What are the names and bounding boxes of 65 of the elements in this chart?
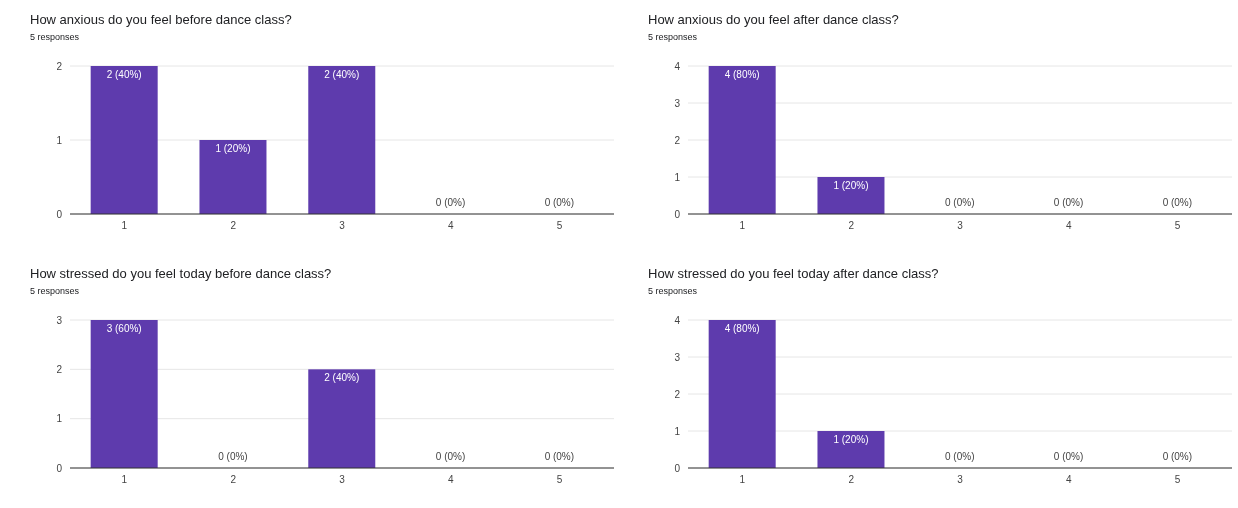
x-tick-label: 1 [121,474,128,486]
y-tick-label: 4 [674,60,681,72]
x-tick-label: 2 [230,474,237,486]
data-label: 0 (0%) [544,197,575,208]
data-label: 4 (80%) [724,323,760,334]
x-tick-label: 1 [121,220,128,232]
x-tick-label: 5 [556,220,563,232]
y-tick-label: 2 [56,60,63,72]
y-tick-label: 0 [674,462,681,474]
data-label: 0 (0%) [1053,451,1084,462]
y-tick-label: 4 [674,314,681,326]
y-tick-label: 1 [674,425,681,437]
data-label: 2 (40%) [324,69,360,80]
y-tick-label: 3 [56,314,63,326]
x-tick-label: 3 [339,220,346,232]
data-label: 1 (20%) [833,434,869,445]
chart-subtitle: 5 responses [30,286,80,296]
data-label: 0 (0%) [1162,197,1193,208]
x-tick-label: 2 [848,474,855,486]
data-label: 2 (40%) [324,372,360,384]
y-tick-label: 1 [674,171,681,183]
y-tick-label: 0 [56,208,63,220]
data-label: 0 (0%) [435,451,466,462]
data-label: 0 (0%) [945,197,975,208]
x-tick-label: 5 [1174,220,1181,232]
x-tick-label: 5 [556,474,563,486]
y-tick-label: 0 [56,462,63,474]
x-tick-label: 2 [848,220,855,232]
chart-subtitle: 5 responses [648,32,698,42]
data-label: 1 (20%) [833,180,869,191]
y-tick-label: 0 [674,208,681,220]
data-label: 1 (20%) [215,143,251,154]
y-tick-label: 2 [56,363,63,375]
x-tick-label: 2 [230,220,237,232]
data-label: 0 (0%) [544,451,575,462]
y-tick-label: 2 [674,134,681,146]
y-tick-label: 3 [674,97,681,109]
x-tick-label: 3 [339,474,346,486]
data-label: 0 (0%) [945,451,975,462]
y-tick-label: 2 [674,388,681,400]
x-tick-label: 1 [739,474,746,486]
chart-subtitle: 5 responses [30,32,80,42]
data-label: 4 (80%) [724,69,760,80]
data-label: 0 (0%) [1053,197,1084,208]
chart-title: How anxious do you feel before dance class? [30,12,292,27]
data-label: 2 (40%) [106,69,142,80]
data-label: 0 (0%) [1162,451,1193,462]
data-label: 0 (0%) [218,451,248,462]
x-tick-label: 4 [448,220,455,232]
x-tick-label: 3 [957,474,964,486]
chart-title: How stressed do you feel today before dance class? [30,266,332,281]
chart-title: How stressed do you feel today after dance class? [648,266,939,281]
chart-title: How anxious do you feel after dance class? [648,12,899,27]
data-label: 3 (60%) [106,323,142,334]
x-tick-label: 4 [1066,220,1073,232]
chart-subtitle: 5 responses [648,286,698,296]
x-tick-label: 4 [448,474,455,486]
x-tick-label: 5 [1174,474,1181,486]
x-tick-label: 4 [1066,474,1073,486]
y-tick-label: 1 [56,413,63,425]
y-tick-label: 3 [674,351,681,363]
y-tick-label: 1 [56,134,63,146]
x-tick-label: 1 [739,220,746,232]
data-label: 0 (0%) [435,197,466,208]
x-tick-label: 3 [957,220,964,232]
